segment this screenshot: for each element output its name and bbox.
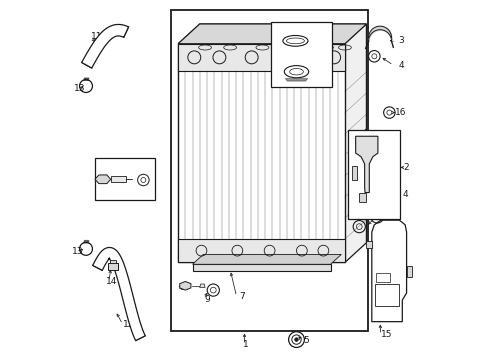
Text: 14: 14 bbox=[106, 276, 118, 285]
Polygon shape bbox=[180, 282, 190, 290]
Polygon shape bbox=[351, 166, 357, 180]
Polygon shape bbox=[93, 247, 145, 341]
Text: 8: 8 bbox=[179, 283, 184, 292]
Text: 13: 13 bbox=[72, 247, 84, 256]
Bar bbox=[375, 284, 398, 306]
Polygon shape bbox=[178, 24, 366, 44]
Text: 11: 11 bbox=[91, 32, 102, 41]
Text: 5: 5 bbox=[303, 336, 309, 345]
Polygon shape bbox=[365, 241, 371, 248]
Bar bbox=[348, 130, 400, 220]
Circle shape bbox=[294, 338, 298, 341]
Bar bbox=[178, 239, 344, 262]
Polygon shape bbox=[110, 176, 126, 182]
Text: 12: 12 bbox=[122, 320, 134, 329]
Polygon shape bbox=[83, 78, 89, 80]
Text: 6: 6 bbox=[333, 46, 339, 55]
Text: 2: 2 bbox=[402, 163, 408, 172]
Polygon shape bbox=[108, 263, 118, 270]
Text: 1: 1 bbox=[243, 341, 249, 350]
Text: 13: 13 bbox=[74, 84, 85, 93]
Text: 4: 4 bbox=[402, 190, 408, 199]
Text: 17: 17 bbox=[355, 132, 366, 141]
Bar bbox=[178, 44, 344, 262]
Polygon shape bbox=[344, 24, 366, 262]
Bar bbox=[376, 273, 389, 282]
Polygon shape bbox=[110, 260, 116, 263]
Polygon shape bbox=[178, 24, 366, 44]
Bar bbox=[178, 44, 344, 71]
Polygon shape bbox=[355, 136, 377, 193]
Text: 15: 15 bbox=[380, 330, 391, 339]
Polygon shape bbox=[95, 175, 110, 184]
Text: 10: 10 bbox=[94, 175, 106, 184]
Polygon shape bbox=[285, 78, 307, 81]
Text: 4: 4 bbox=[398, 61, 404, 70]
Polygon shape bbox=[359, 193, 366, 202]
Text: 7: 7 bbox=[239, 292, 244, 301]
Polygon shape bbox=[406, 266, 411, 277]
Polygon shape bbox=[199, 284, 204, 288]
Text: 16: 16 bbox=[394, 108, 406, 117]
Polygon shape bbox=[192, 264, 330, 271]
Text: 3: 3 bbox=[398, 36, 404, 45]
Bar bbox=[171, 10, 367, 330]
Polygon shape bbox=[81, 24, 128, 68]
Polygon shape bbox=[192, 255, 341, 264]
Text: 9: 9 bbox=[203, 294, 209, 303]
Bar bbox=[94, 158, 155, 200]
Bar bbox=[271, 22, 332, 87]
Polygon shape bbox=[371, 220, 406, 321]
Polygon shape bbox=[83, 240, 89, 243]
